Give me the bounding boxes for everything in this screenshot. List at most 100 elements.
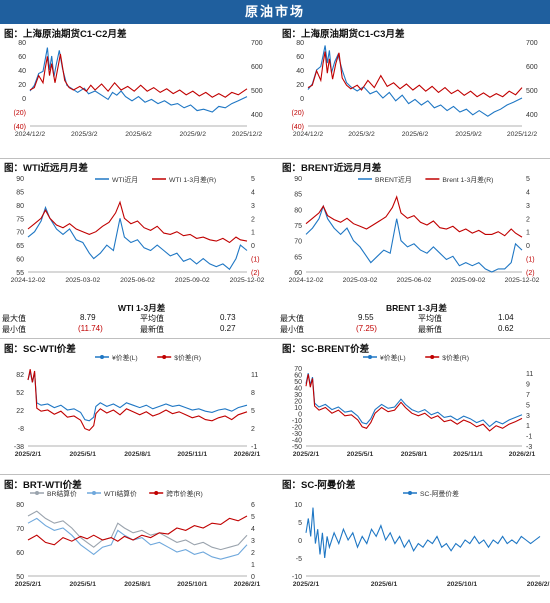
x-tick-label: 2024/12/2 bbox=[15, 131, 45, 138]
y-tick-label-right: 700 bbox=[251, 40, 263, 47]
x-tick-label: 2025/10/1 bbox=[447, 581, 477, 588]
y-tick-label-left: 50 bbox=[294, 379, 302, 386]
series-line bbox=[27, 371, 248, 422]
x-tick-label: 2025/6/1 bbox=[371, 581, 398, 588]
y-tick-label-left: -30 bbox=[292, 431, 302, 438]
stats-label: 最大值 bbox=[280, 314, 304, 323]
y-tick-label-right: 6 bbox=[251, 502, 255, 509]
y-tick-label-right: 2 bbox=[251, 216, 255, 223]
series-line bbox=[307, 45, 523, 117]
x-tick-label: 2025/8/1 bbox=[124, 451, 151, 458]
y-tick-label-right: 9 bbox=[526, 382, 530, 389]
panel-title-sc-c1-c3: 图：上海原油期货C1-C3月差 bbox=[282, 29, 405, 40]
stats-max-value: 8.79 bbox=[80, 313, 96, 322]
y-tick-label-left: 10 bbox=[294, 405, 302, 412]
y-tick-label-right: 4 bbox=[526, 189, 530, 196]
legend-label: BR结算价 bbox=[47, 489, 77, 498]
y-tick-label-left: 5 bbox=[298, 520, 302, 527]
legend-label: SC-阿曼价差 bbox=[420, 489, 459, 498]
y-tick-label-right: 3 bbox=[251, 203, 255, 210]
y-tick-label-left: 60 bbox=[294, 373, 302, 380]
stats-avg-value: 0.73 bbox=[220, 313, 236, 322]
separator bbox=[0, 338, 550, 339]
legend-label: $价差(R) bbox=[442, 353, 469, 362]
panel-title-sc-c1-c2: 图：上海原油期货C1-C2月差 bbox=[4, 29, 127, 40]
y-tick-label-right: 5 bbox=[251, 514, 255, 521]
stats-last-value: 0.62 bbox=[498, 324, 514, 333]
y-tick-label-right: -1 bbox=[526, 434, 532, 441]
x-tick-label: 2025/8/1 bbox=[401, 451, 428, 458]
x-tick-label: 2025/5/1 bbox=[347, 451, 374, 458]
y-tick-label-right: 1 bbox=[251, 562, 255, 569]
y-tick-label-left: 70 bbox=[294, 366, 302, 373]
y-tick-label-right: 11 bbox=[526, 371, 533, 378]
series-line bbox=[27, 205, 248, 271]
legend-marker bbox=[408, 491, 412, 495]
y-tick-label-left: 0 bbox=[22, 96, 26, 103]
stats-table-wti: WTI 1-3月差 最大值 8.79 平均值 0.73 最小值 (11.74) … bbox=[0, 302, 275, 336]
x-tick-label: 2025/10/1 bbox=[177, 581, 207, 588]
y-tick-label-right: 400 bbox=[251, 112, 263, 119]
chart-brent-spread: 60 65 70 75 80 85 90 (2) (1) 0 1 2 3 4 5 2024-12-02 2025… bbox=[289, 175, 540, 284]
x-tick-label: 2025-03-02 bbox=[65, 277, 100, 284]
stats-label: 最大值 bbox=[2, 314, 26, 323]
y-tick-label-right: 0 bbox=[526, 243, 530, 250]
stats-label: 最新值 bbox=[418, 325, 442, 334]
legend-label: BRENT近月 bbox=[375, 175, 412, 184]
y-tick-label-left: 70 bbox=[294, 239, 302, 246]
y-tick-label-left: 60 bbox=[296, 54, 304, 61]
x-tick-label: 2025-12-02 bbox=[505, 277, 540, 284]
x-tick-label: 2025/5/1 bbox=[70, 581, 97, 588]
x-tick-label: 2026/2/1 bbox=[234, 581, 261, 588]
y-tick-label-right: 4 bbox=[251, 526, 255, 533]
y-tick-label-right: 5 bbox=[526, 402, 530, 409]
separator bbox=[0, 474, 550, 475]
legend-label: ¥价差(L) bbox=[112, 353, 138, 362]
x-tick-label: 2025/2/1 bbox=[15, 451, 42, 458]
series-line bbox=[29, 47, 248, 113]
x-tick-label: 2026/2/1 bbox=[509, 451, 536, 458]
y-tick-label-right: 700 bbox=[526, 40, 538, 47]
series-line bbox=[305, 373, 523, 428]
stats-min-value: (7.25) bbox=[356, 324, 377, 333]
y-tick-label-left: 75 bbox=[294, 223, 302, 230]
chart-sc-c1-c3: (40) (20) 0 20 40 60 80 400 500 600 700 2024/12/2 20… bbox=[292, 40, 538, 138]
y-tick-label-left: 80 bbox=[296, 40, 304, 47]
legend-label: WTI近月 bbox=[112, 175, 138, 184]
x-tick-label: 2025/11/1 bbox=[177, 451, 207, 458]
y-tick-label-left: -10 bbox=[292, 418, 302, 425]
y-tick-label-left: 65 bbox=[294, 254, 302, 261]
y-tick-label-left: -5 bbox=[296, 556, 302, 563]
y-tick-label-left: 80 bbox=[16, 502, 24, 509]
x-tick-label: 2025/11/1 bbox=[453, 451, 483, 458]
chart-sc-oman: -10 -5 0 5 10 2025/2/1 2025/6/1 2025/10/1 2026/2… bbox=[292, 489, 550, 588]
y-tick-label-right: 1 bbox=[251, 230, 255, 237]
y-tick-label-right: 5 bbox=[526, 176, 530, 183]
series-line bbox=[27, 510, 248, 551]
stats-table-brent: BRENT 1-3月差 最大值 9.55 平均值 1.04 最小值 (7.25)… bbox=[278, 302, 550, 336]
y-tick-label-left: 0 bbox=[298, 412, 302, 419]
y-tick-label-left: 0 bbox=[300, 96, 304, 103]
y-tick-label-left: (20) bbox=[292, 110, 304, 117]
y-tick-label-left: 80 bbox=[18, 40, 26, 47]
y-tick-label-left: 55 bbox=[16, 270, 24, 277]
y-tick-label-left: 60 bbox=[16, 550, 24, 557]
stats-header: WTI 1-3月差 bbox=[118, 303, 166, 313]
x-tick-label: 2025/9/2 bbox=[180, 131, 207, 138]
y-tick-label-right: 3 bbox=[526, 413, 530, 420]
y-tick-label-right: 7 bbox=[526, 392, 530, 399]
series-line bbox=[29, 53, 248, 98]
y-tick-label-right: 1 bbox=[526, 423, 530, 430]
y-tick-label-left: 82 bbox=[16, 372, 24, 379]
y-tick-label-right: 8 bbox=[251, 390, 255, 397]
y-tick-label-right: 500 bbox=[526, 88, 538, 95]
x-tick-label: 2025/2/1 bbox=[293, 451, 320, 458]
legend-label: WTI结算价 bbox=[104, 489, 137, 498]
panel-title-wti-spread: 图：WTI近远月月差 bbox=[4, 163, 88, 174]
y-tick-label-left: (40) bbox=[292, 124, 304, 131]
y-tick-label-left: 20 bbox=[296, 82, 304, 89]
x-tick-label: 2025/2/1 bbox=[293, 581, 320, 588]
legend-label: Brent 1-3月差(R) bbox=[442, 175, 493, 184]
series-line bbox=[27, 200, 248, 244]
stats-min-value: (11.74) bbox=[78, 324, 103, 333]
